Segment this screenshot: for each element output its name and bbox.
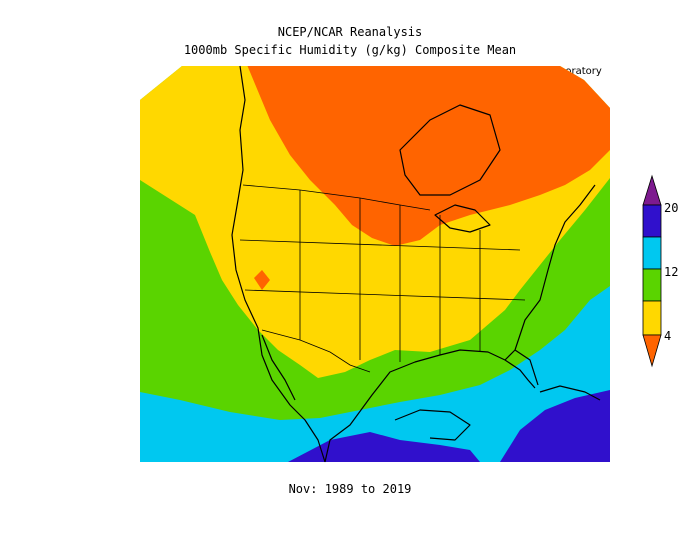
period-label: Nov: 1989 to 2019 [288,482,412,496]
borders [239,184,526,373]
colorbar-tick-20: 20 [664,201,679,215]
colorbar-band-4-8 [642,300,662,336]
band-lt-4-pocket [254,270,270,290]
band-12-16-south [140,286,610,462]
colorbar-arrow-top [642,174,662,206]
band-16-20-atlantic [500,390,610,462]
band-16-20-gulf [288,432,480,462]
colorbar-tick-12: 12 [664,265,679,279]
band-lt-4 [245,66,610,246]
coastlines [231,65,601,463]
colorbar-tick-4: 4 [664,329,672,343]
colorbar-arrow-bottom [642,334,662,368]
chart-subtitle: 1000mb Specific Humidity (g/kg) Composit… [183,43,517,57]
colorbar-band-16-20 [642,204,662,238]
colorbar-band-12-16 [642,236,662,270]
colorbar-band-8-12 [642,268,662,302]
chart-title: NCEP/NCAR Reanalysis [277,25,423,39]
